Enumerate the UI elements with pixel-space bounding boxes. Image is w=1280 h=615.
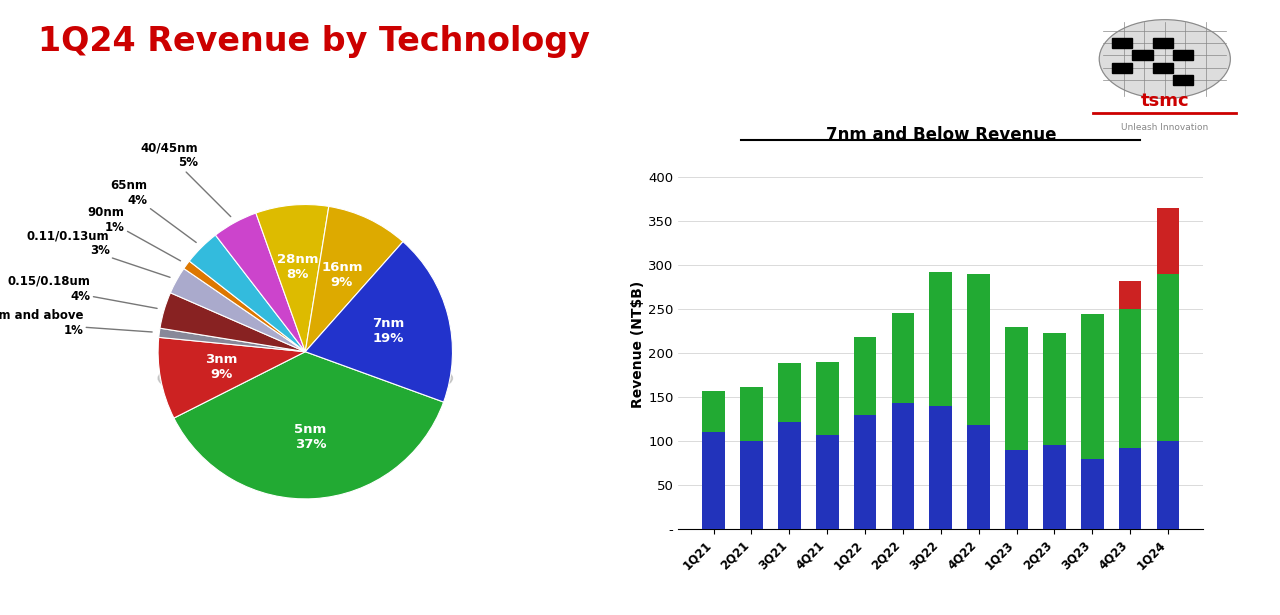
Bar xyxy=(1043,445,1066,529)
Bar xyxy=(1111,63,1132,73)
Bar xyxy=(1157,441,1179,529)
Bar xyxy=(1111,38,1132,48)
Wedge shape xyxy=(184,261,306,352)
Text: 40/45nm
5%: 40/45nm 5% xyxy=(141,141,230,216)
Text: tsmc: tsmc xyxy=(1140,92,1189,110)
Wedge shape xyxy=(256,205,329,352)
Bar xyxy=(1080,314,1103,459)
Wedge shape xyxy=(170,269,306,352)
Bar xyxy=(1172,75,1193,85)
Bar xyxy=(892,403,914,529)
Text: 90nm
1%: 90nm 1% xyxy=(88,205,180,261)
Bar xyxy=(703,391,724,432)
Bar xyxy=(740,387,763,441)
Text: 5nm
37%: 5nm 37% xyxy=(294,423,326,451)
Bar xyxy=(1080,459,1103,529)
Bar xyxy=(1157,208,1179,274)
Bar xyxy=(929,272,952,406)
Bar xyxy=(1119,448,1142,529)
Wedge shape xyxy=(189,235,306,352)
Wedge shape xyxy=(306,242,452,402)
Bar xyxy=(778,422,801,529)
Bar xyxy=(1043,333,1066,445)
Bar xyxy=(778,363,801,422)
Wedge shape xyxy=(159,328,306,352)
Bar xyxy=(892,313,914,403)
Wedge shape xyxy=(160,293,306,352)
Bar xyxy=(968,274,989,425)
Text: 1Q24 Revenue by Technology: 1Q24 Revenue by Technology xyxy=(38,25,590,58)
Bar xyxy=(854,415,877,529)
Y-axis label: Revenue (NT$B): Revenue (NT$B) xyxy=(631,281,645,408)
Wedge shape xyxy=(306,207,403,352)
Bar xyxy=(740,441,763,529)
Wedge shape xyxy=(159,338,306,418)
Bar xyxy=(1157,274,1179,441)
Bar xyxy=(703,432,724,529)
Bar xyxy=(1152,38,1172,48)
Text: 0.15/0.18um
4%: 0.15/0.18um 4% xyxy=(8,274,157,308)
Bar xyxy=(1172,50,1193,60)
Bar xyxy=(929,406,952,529)
Bar xyxy=(1005,327,1028,450)
Bar xyxy=(1119,281,1142,309)
Bar xyxy=(1132,50,1152,60)
Text: Unleash Innovation: Unleash Innovation xyxy=(1121,124,1208,132)
Bar xyxy=(815,362,838,435)
Bar xyxy=(1005,450,1028,529)
Title: 7nm and Below Revenue: 7nm and Below Revenue xyxy=(826,127,1056,145)
Text: 28nm
8%: 28nm 8% xyxy=(276,253,319,280)
Bar xyxy=(1152,63,1172,73)
Text: 0.25um and above
1%: 0.25um and above 1% xyxy=(0,309,152,337)
Bar xyxy=(815,435,838,529)
Wedge shape xyxy=(215,213,306,352)
Wedge shape xyxy=(174,352,444,499)
Text: 16nm
9%: 16nm 9% xyxy=(321,261,362,288)
Text: 65nm
4%: 65nm 4% xyxy=(110,179,196,242)
Bar xyxy=(1119,309,1142,448)
Ellipse shape xyxy=(159,352,453,404)
Bar xyxy=(968,425,989,529)
Text: 7nm
19%: 7nm 19% xyxy=(372,317,404,345)
Text: 0.11/0.13um
3%: 0.11/0.13um 3% xyxy=(27,229,170,277)
Circle shape xyxy=(1100,20,1230,98)
Bar xyxy=(854,338,877,415)
Text: 3nm
9%: 3nm 9% xyxy=(205,354,238,381)
